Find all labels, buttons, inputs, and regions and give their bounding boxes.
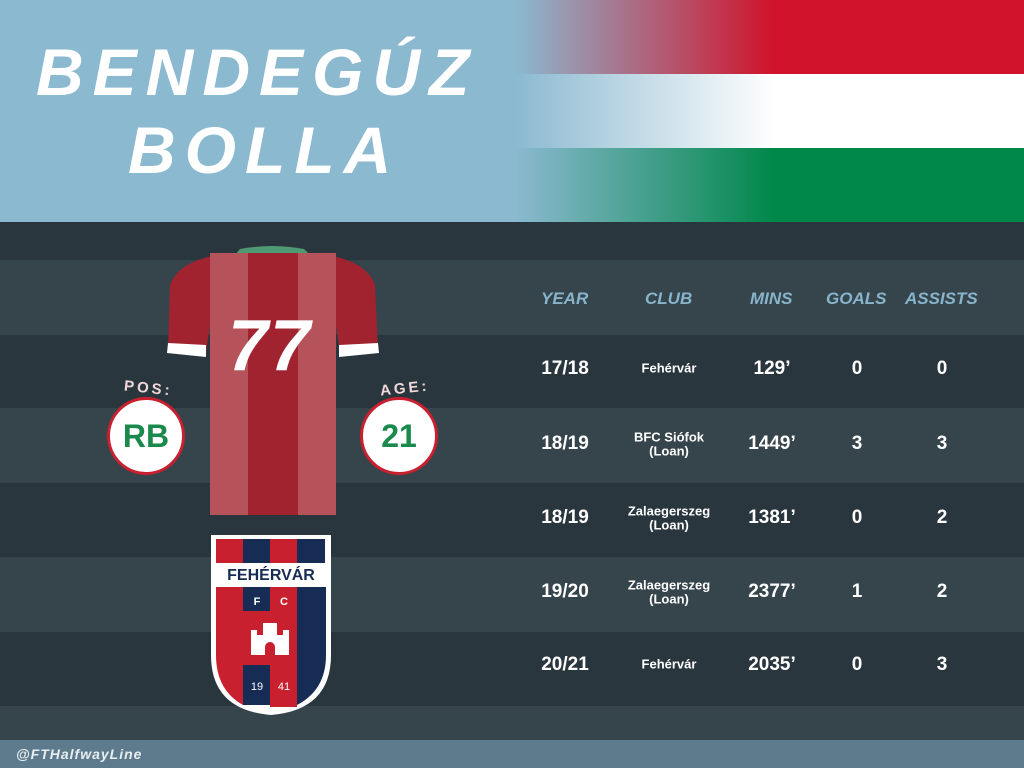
- cell-club-note: (Loan): [649, 591, 689, 607]
- row-stripe: [0, 706, 1024, 740]
- cell-mins: 129’: [753, 358, 791, 379]
- crest-initial-c: C: [280, 596, 288, 608]
- header-assists: ASSISTS: [905, 289, 978, 308]
- player-first-name: BENDEGÚZ: [36, 35, 479, 109]
- cell-assists: 3: [936, 654, 948, 675]
- cell-club-note: (Loan): [649, 517, 689, 533]
- row-stripe: [0, 557, 1024, 632]
- cell-goals: 0: [851, 507, 863, 528]
- player-last-name: BOLLA: [128, 113, 401, 187]
- cell-assists: 0: [936, 358, 948, 379]
- cell-mins: 1449’: [748, 433, 796, 454]
- header-goals: GOALS: [826, 289, 887, 308]
- shirt-graphic: [167, 246, 379, 515]
- cell-club: Zalaegerszeg: [627, 503, 711, 519]
- cell-year: 20/21: [541, 654, 589, 675]
- cell-mins: 2377’: [748, 581, 796, 602]
- position-badge: RB: [107, 397, 185, 475]
- cell-year: 18/19: [541, 433, 589, 454]
- crest-name: FEHÉRVÁR: [227, 565, 315, 584]
- cell-year: 17/18: [541, 358, 589, 379]
- cell-goals: 1: [851, 581, 863, 602]
- cell-club: Fehérvár: [641, 360, 697, 376]
- cell-club: Zalaegerszeg: [627, 577, 711, 593]
- crest-initial-f: F: [254, 596, 261, 608]
- cell-club-note: (Loan): [649, 443, 689, 459]
- cell-assists: 3: [936, 433, 948, 454]
- header-club: CLUB: [645, 289, 693, 308]
- age-label: AGE:: [379, 377, 431, 400]
- twitter-handle: @FTHalfwayLine: [16, 746, 143, 762]
- cell-goals: 3: [851, 433, 863, 454]
- cell-year: 19/20: [541, 581, 589, 602]
- age-badge: 21: [360, 397, 438, 475]
- cell-club: BFC Siófok: [633, 429, 705, 445]
- cell-mins: 1381’: [748, 507, 796, 528]
- cell-assists: 2: [936, 507, 948, 528]
- header-year: YEAR: [541, 289, 589, 308]
- crest-year-2: 41: [278, 681, 290, 693]
- cell-year: 18/19: [541, 507, 589, 528]
- footer: @FTHalfwayLine: [0, 740, 1024, 768]
- cell-assists: 2: [936, 581, 948, 602]
- shirt-number: 77: [228, 306, 313, 386]
- crest-year-1: 19: [251, 681, 263, 693]
- cell-mins: 2035’: [748, 654, 796, 675]
- flag-fade: [515, 0, 775, 222]
- header-mins: MINS: [750, 289, 793, 308]
- cell-goals: 0: [851, 654, 863, 675]
- cell-goals: 0: [851, 358, 863, 379]
- cell-club: Fehérvár: [641, 656, 697, 672]
- fehervar-crest: FEHÉRVÁR F C 19 41: [211, 535, 331, 715]
